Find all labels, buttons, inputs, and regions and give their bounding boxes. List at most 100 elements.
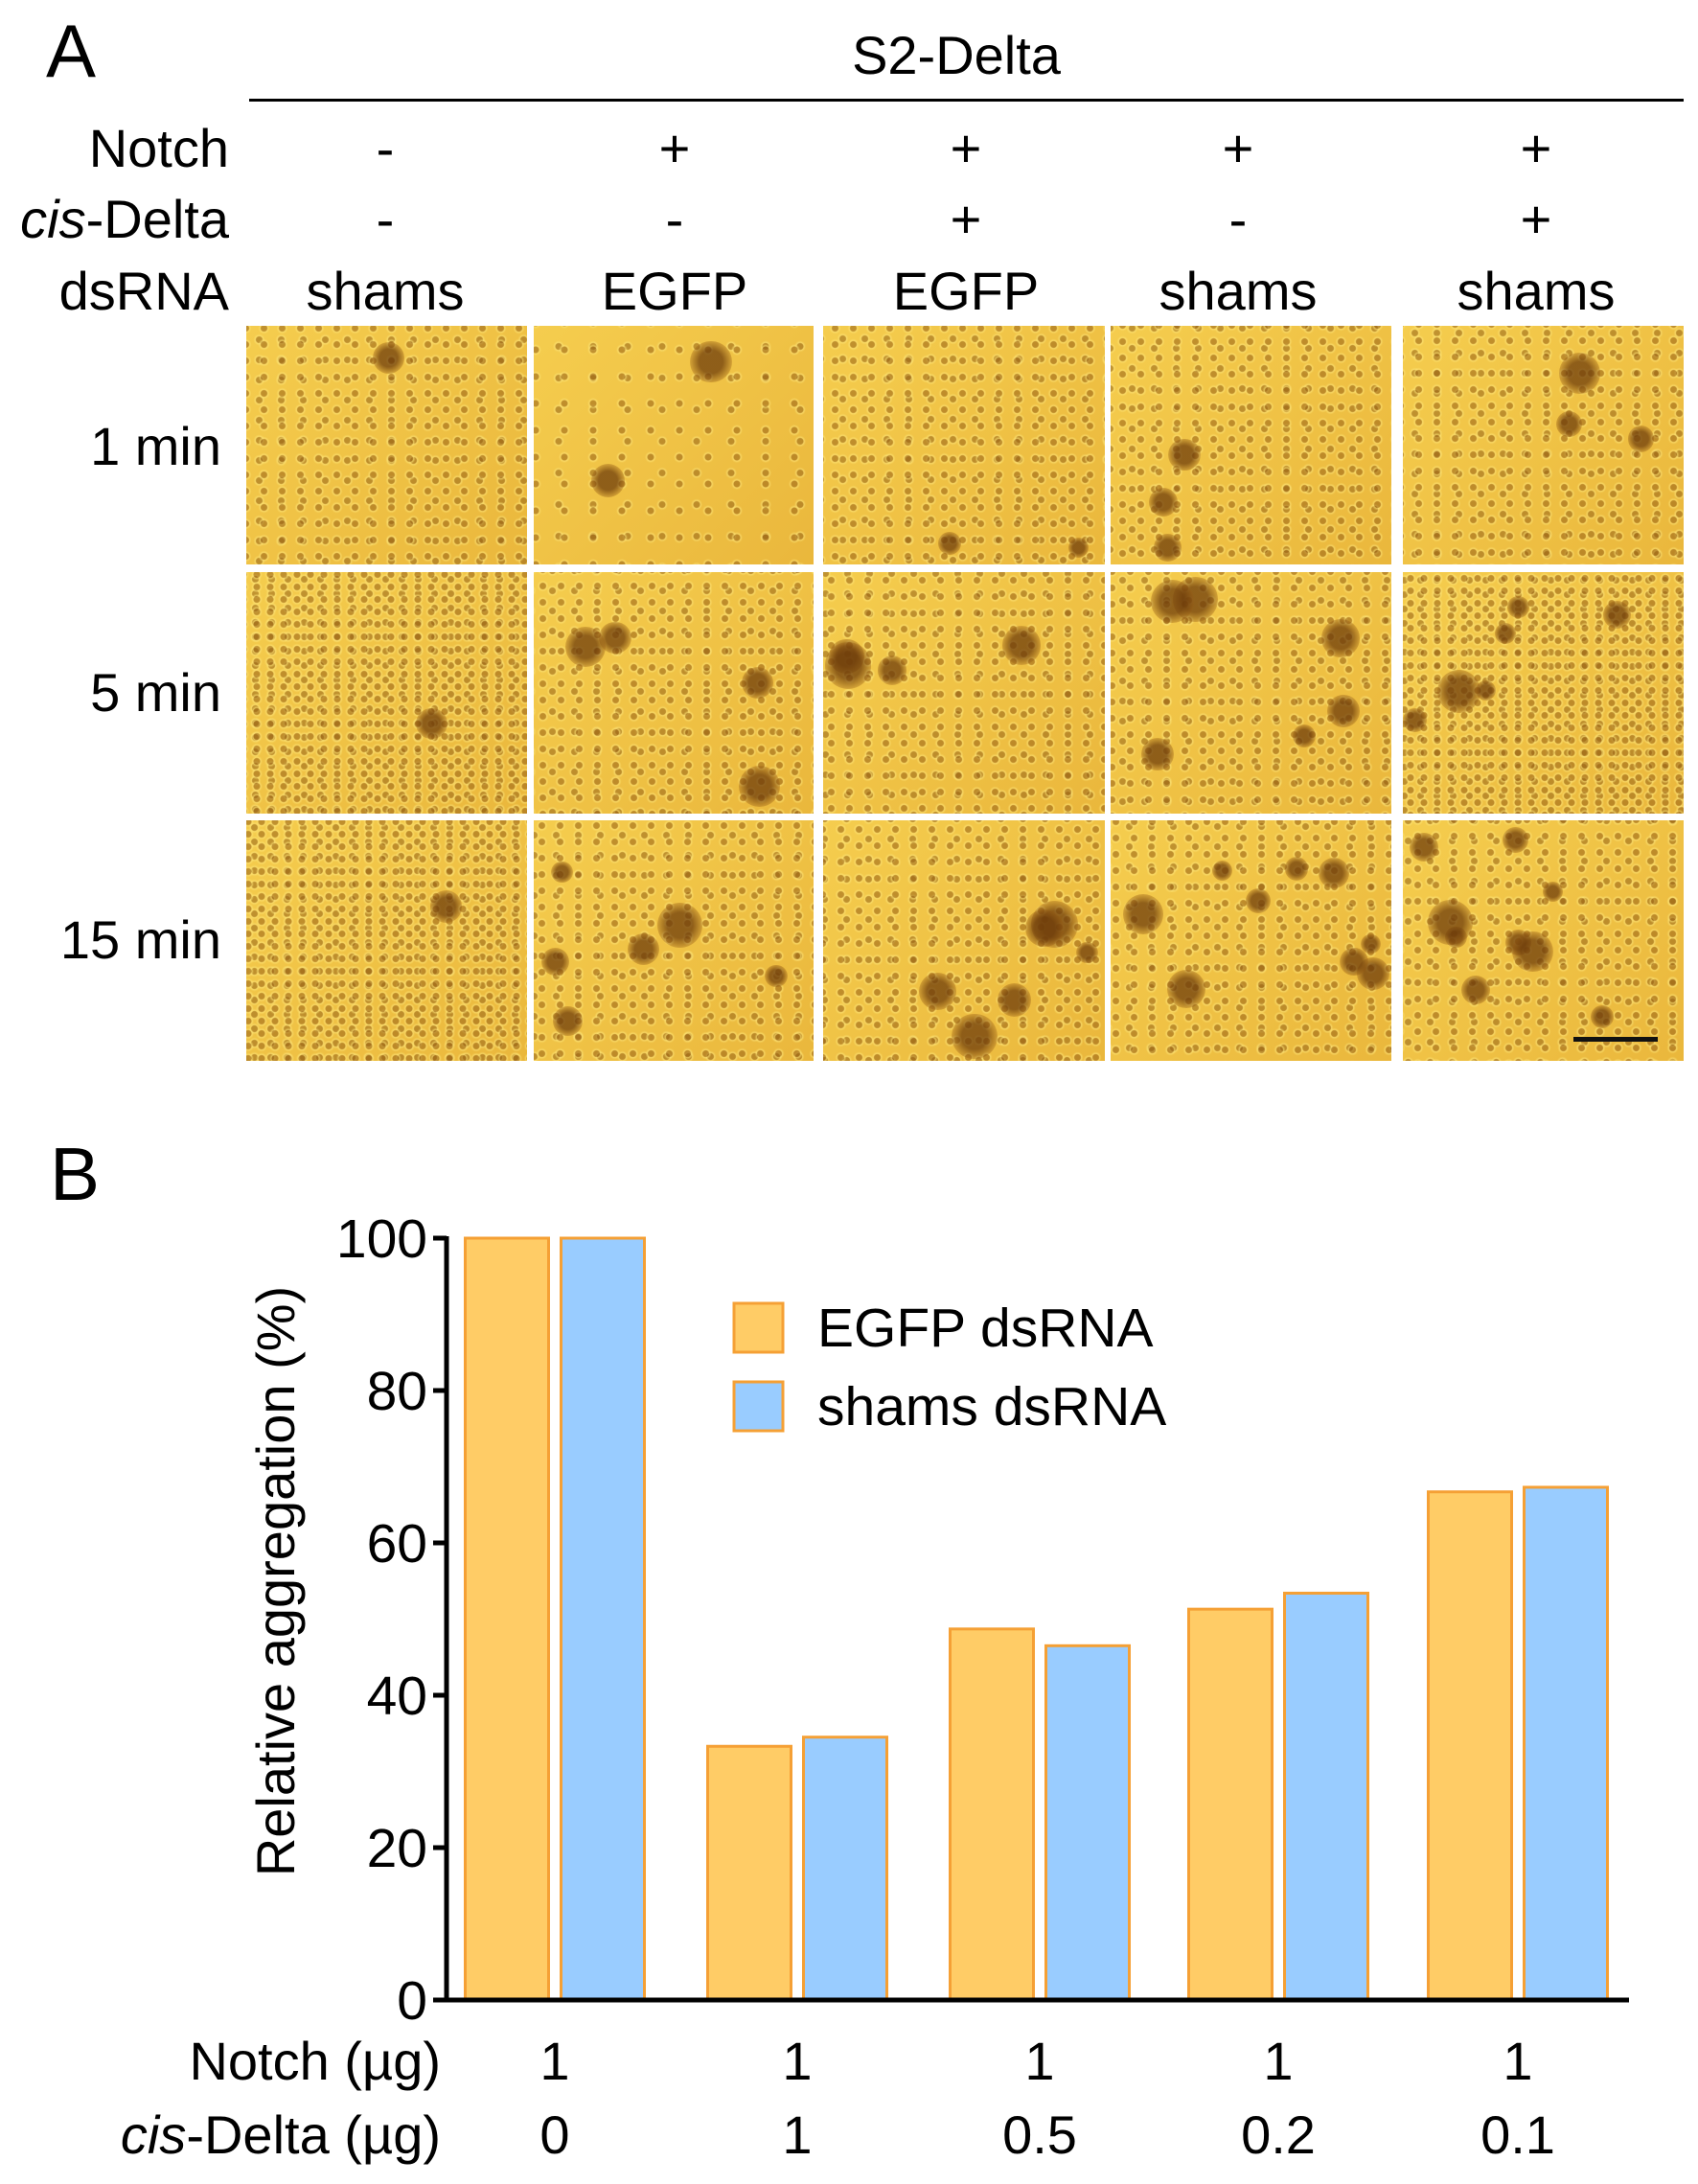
- bar-shams-1: [802, 1736, 888, 2002]
- cell-aggregate: [1150, 579, 1194, 623]
- cell-aggregate: [938, 532, 961, 555]
- cell-aggregate: [1602, 601, 1631, 630]
- cell-aggregate: [918, 972, 957, 1011]
- cell-aggregate: [690, 340, 732, 383]
- legend-swatch-0: [732, 1301, 785, 1354]
- x-category-value: 0.1: [1480, 2104, 1555, 2165]
- column-notch-value: +: [1222, 118, 1254, 178]
- cell-aggregate: [372, 341, 404, 375]
- row-label-notch: Notch: [88, 118, 229, 178]
- cell-aggregate: [627, 932, 659, 965]
- column-cis-delta-value: -: [665, 189, 684, 249]
- x-category-value: 0.2: [1241, 2104, 1316, 2165]
- cell-aggregate: [1245, 887, 1271, 913]
- column-notch-value: -: [376, 118, 395, 178]
- y-tick-label: 60: [367, 1513, 427, 1575]
- x-row-label-italic: cis: [121, 2104, 186, 2165]
- delta-text: -Delta: [85, 189, 229, 249]
- micrograph-15-min-col5: [1403, 820, 1684, 1061]
- cell-aggregate: [1495, 622, 1517, 644]
- cell-aggregate: [1410, 833, 1439, 862]
- micrograph-5-min-col4: [1111, 572, 1391, 814]
- bar-egfp-0: [464, 1236, 550, 2002]
- cell-aggregate: [429, 890, 463, 923]
- x-row-label-0: Notch (µg): [189, 2031, 441, 2091]
- bar-shams-3: [1283, 1591, 1369, 2002]
- cell-aggregate: [1437, 670, 1481, 714]
- bar-egfp-3: [1187, 1607, 1274, 2002]
- row-label-dsrna: dsRNA: [58, 261, 229, 321]
- cell-aggregate: [1361, 933, 1381, 954]
- x-category-value: 1: [1024, 2031, 1054, 2091]
- cell-aggregate: [416, 708, 447, 740]
- bar-shams-4: [1523, 1485, 1609, 2002]
- cell-aggregate: [1460, 975, 1491, 1004]
- column-cis-delta-value: -: [1228, 189, 1248, 249]
- x-category-value: 1: [1263, 2031, 1293, 2091]
- bar-shams-2: [1044, 1644, 1131, 2002]
- cell-aggregate: [1292, 724, 1317, 748]
- y-tick-label: 80: [367, 1361, 427, 1422]
- cell-aggregate: [1123, 894, 1163, 934]
- bar-shams-0: [560, 1236, 646, 2002]
- cell-aggregate: [1475, 679, 1497, 701]
- micrograph-5-min-col3: [823, 572, 1105, 814]
- cell-aggregate: [1149, 488, 1179, 517]
- x-category-value: 0: [539, 2104, 569, 2165]
- cell-aggregate: [1559, 353, 1601, 394]
- micrograph-1-min-col1: [246, 326, 527, 564]
- cell-aggregate: [1591, 1005, 1614, 1029]
- column-cis-delta-value: +: [1520, 189, 1552, 249]
- legend-label: EGFP dsRNA: [817, 1298, 1154, 1359]
- title-underline: [249, 99, 1684, 102]
- cell-aggregate: [1025, 909, 1064, 948]
- x-row-label-1: cis-Delta (µg): [121, 2104, 441, 2165]
- micrograph-1-min-col4: [1111, 326, 1391, 564]
- cell-aggregate: [765, 964, 788, 988]
- x-row-label-text: Notch (µg): [189, 2031, 441, 2091]
- column-dsrna-value: EGFP: [892, 261, 1040, 321]
- y-tick-label: 40: [367, 1666, 427, 1727]
- time-label: 1 min: [90, 416, 221, 476]
- x-category-value: 1: [539, 2031, 569, 2091]
- cell-aggregate: [540, 948, 569, 977]
- cell-aggregate: [1001, 626, 1042, 665]
- cell-aggregate: [657, 902, 703, 949]
- panel-b-label: B: [50, 1132, 101, 1216]
- x-row-label-text: -Delta (µg): [186, 2104, 441, 2165]
- cell-aggregate: [591, 463, 626, 497]
- cell-aggregate: [1340, 947, 1368, 977]
- cell-aggregate: [1141, 737, 1175, 770]
- cell-aggregate: [1502, 827, 1528, 853]
- cell-aggregate: [1556, 411, 1583, 438]
- cell-aggregate: [1507, 596, 1529, 618]
- legend-label: shams dsRNA: [817, 1376, 1166, 1437]
- cell-aggregate: [564, 626, 607, 667]
- x-category-value: 1: [782, 2031, 812, 2091]
- panel-a-label: A: [46, 9, 97, 93]
- micrograph-15-min-col3: [823, 820, 1105, 1061]
- cell-aggregate: [742, 666, 774, 699]
- micrograph-15-min-col2: [534, 820, 814, 1061]
- cell-aggregate: [1321, 618, 1360, 657]
- cell-aggregate: [1427, 899, 1473, 945]
- micrograph-15-min-col4: [1111, 820, 1391, 1061]
- y-tick-label: 0: [397, 1970, 427, 2032]
- time-label: 15 min: [59, 909, 221, 970]
- column-notch-value: +: [950, 118, 982, 178]
- cell-aggregate: [738, 766, 780, 808]
- cell-aggregate: [551, 861, 573, 884]
- micrograph-5-min-col2: [534, 572, 814, 814]
- cell-aggregate: [1211, 861, 1232, 882]
- panel-a-title: S2-Delta: [852, 25, 1061, 85]
- cell-aggregate: [1166, 970, 1205, 1009]
- column-cis-delta-value: -: [376, 189, 395, 249]
- bar-egfp-4: [1427, 1490, 1513, 2002]
- cell-aggregate: [1543, 882, 1563, 903]
- time-label: 5 min: [90, 662, 221, 723]
- cell-aggregate: [1628, 425, 1655, 452]
- cell-aggregate: [1076, 941, 1098, 964]
- column-notch-value: +: [658, 118, 691, 178]
- cell-aggregate: [824, 642, 872, 689]
